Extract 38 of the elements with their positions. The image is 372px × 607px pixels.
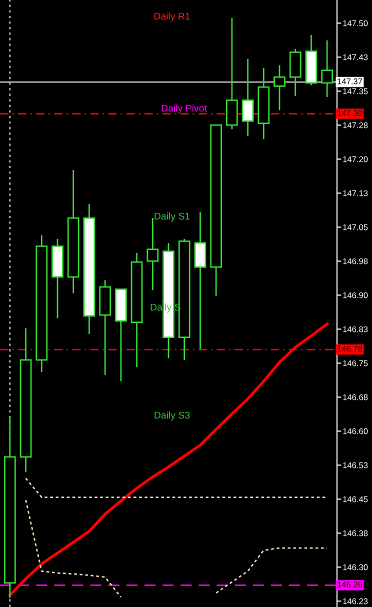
y-tick-label: 146.90 — [343, 292, 368, 298]
candlestick — [20, 328, 32, 473]
y-tick-label: 147.50 — [343, 20, 368, 26]
y-tick-label: 147.20 — [343, 156, 368, 162]
y-tick-label: 146.68 — [343, 394, 368, 400]
candlestick — [321, 40, 334, 98]
y-tick-label: 146.45 — [343, 496, 368, 502]
y-tick-label: 147.05 — [343, 224, 368, 230]
candlestick — [67, 169, 80, 294]
candlestick — [4, 416, 16, 599]
annotation: Daily Pivot — [162, 104, 207, 114]
y-tick-label: 147.13 — [343, 190, 368, 196]
y-tick-label: 146.98 — [343, 258, 368, 264]
y-tick-label: 146.53 — [343, 462, 368, 468]
ref-line-label: 146.78 — [338, 346, 362, 352]
candlestick — [258, 67, 270, 140]
annotation: Daily S3 — [154, 411, 190, 421]
candlestick — [194, 211, 206, 350]
candlestick — [36, 234, 48, 373]
annotation: Daily S1 — [154, 212, 190, 222]
ref-line-label: 147.37 — [338, 78, 362, 84]
y-tick-label: 146.38 — [343, 530, 368, 536]
candlestick — [99, 279, 111, 376]
y-tick-label: 147.43 — [343, 54, 368, 60]
y-tick-label: 147.35 — [343, 88, 368, 94]
ref-line-label: 147.30 — [338, 110, 362, 116]
candlestick — [274, 64, 286, 111]
annotation: Daily R1 — [154, 12, 190, 22]
ref-line-label: 146.26 — [338, 582, 362, 588]
y-tick-label: 147.28 — [343, 122, 368, 128]
y-tick-label: 146.83 — [343, 326, 368, 332]
y-tick-label: 146.23 — [343, 598, 368, 604]
candlestick — [130, 252, 143, 368]
candlestick — [242, 58, 254, 137]
candlestick — [83, 203, 96, 335]
y-tick-label: 146.30 — [343, 564, 368, 570]
y-tick-label: 146.75 — [343, 360, 368, 366]
y-tick-label: 146.60 — [343, 428, 368, 434]
